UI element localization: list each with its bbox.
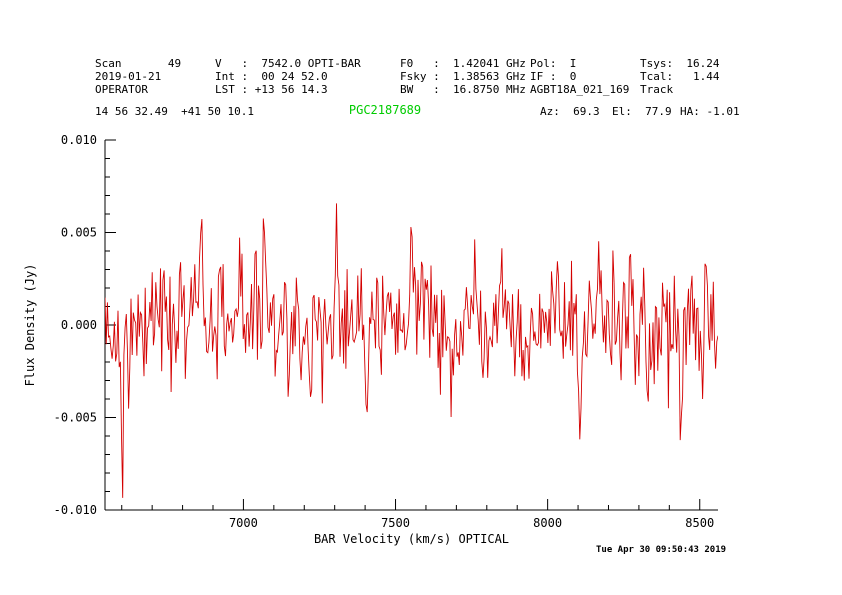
x-axis-label: BAR Velocity (km/s) OPTICAL (314, 532, 509, 546)
f0-field: F0 : 1.42041 GHz (400, 57, 526, 70)
fsky-field: Fsky : 1.38563 GHz (400, 70, 526, 83)
tsys-field: Tsys: 16.24 (640, 57, 720, 70)
elevation-field: El: 77.9 (612, 105, 672, 118)
hour-angle-field: HA: -1.01 (680, 105, 740, 118)
x-tick-label: 7500 (381, 516, 410, 530)
x-tick-label: 7000 (229, 516, 258, 530)
lst-field: LST : +13 56 14.3 (215, 83, 328, 96)
y-tick-label: 0.000 (61, 318, 97, 332)
y-tick-label: 0.010 (61, 133, 97, 147)
x-tick-label: 8000 (533, 516, 562, 530)
source-name: PGC2187689 (348, 103, 422, 117)
int-field: Int : 00 24 52.0 (215, 70, 328, 83)
source-coordinates: 14 56 32.49 +41 50 10.1 (95, 105, 254, 118)
operator-field: OPERATOR (95, 83, 148, 96)
y-axis-label: Flux Density (Jy) (23, 264, 37, 387)
if-field: IF : 0 (530, 70, 577, 83)
azimuth-field: Az: 69.3 (540, 105, 600, 118)
project-field: AGBT18A_021_169 (530, 83, 630, 96)
bw-field: BW : 16.8750 MHz (400, 83, 526, 96)
tcal-field: Tcal: 1.44 (640, 70, 720, 83)
plot-timestamp: Tue Apr 30 09:50:43 2019 (596, 545, 727, 555)
scan-field: Scan 49 (95, 57, 182, 70)
y-tick-label: 0.005 (61, 226, 97, 240)
y-tick-label: -0.010 (54, 503, 97, 517)
y-tick-label: -0.005 (54, 411, 97, 425)
track-status: Track (640, 83, 674, 96)
date-field: 2019-01-21 (95, 70, 162, 83)
x-tick-label: 8500 (685, 516, 714, 530)
velocity-field: V : 7542.0 OPTI-BAR (215, 57, 361, 70)
pol-field: Pol: I (530, 57, 577, 70)
spectrum-trace (105, 203, 718, 498)
